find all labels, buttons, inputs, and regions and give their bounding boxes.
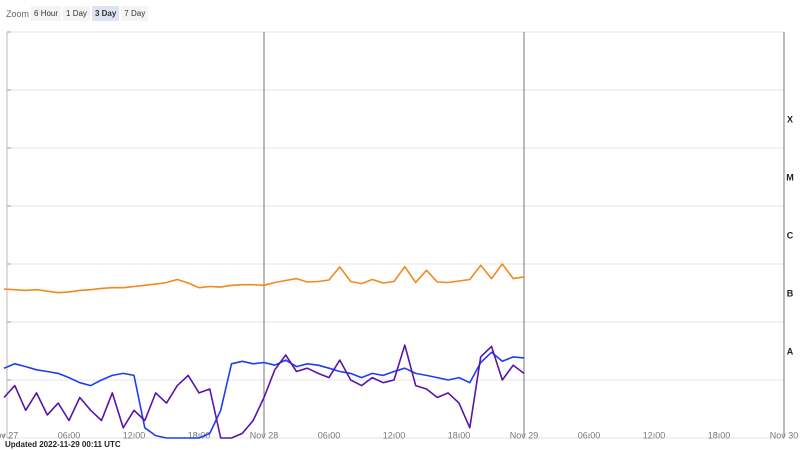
x-tick-label: 18:00 [448,430,471,440]
x-tick-label: 06:00 [58,430,81,440]
class-label: B [787,289,794,299]
x-tick-label: 12:00 [643,430,666,440]
zoom-bar: Zoom 6 Hour 1 Day 3 Day 7 Day [6,6,149,21]
class-label: A [787,347,794,357]
zoom-button[interactable]: 6 Hour [31,6,62,21]
series-line [3,351,525,439]
x-tick-label: 18:00 [708,430,731,440]
x-tick-label: 06:00 [578,430,601,440]
class-label: X [787,115,793,125]
x-tick-label: Nov 29 [510,430,539,440]
x-tick-label: Nov 28 [250,430,279,440]
zoom-button[interactable]: 3 Day [91,6,120,21]
x-tick-label: 06:00 [318,430,341,440]
x-tick-label: 12:00 [123,430,146,440]
series-line [3,263,525,294]
class-label: M [786,173,794,183]
zoom-button[interactable]: 1 Day [63,6,90,21]
x-tick-label: Nov 27 [0,430,18,440]
series-line [3,344,525,439]
class-label: C [787,231,794,241]
chart: Nov 27 06:00 12:00 18:00 Nov 28 06:00 12:00 18:… [0,31,799,440]
zoom-label: Zoom [6,8,30,19]
footer: Updated 2022-11-29 00:11 UTC [5,440,121,449]
zoom-button[interactable]: 7 Day [121,6,149,21]
x-tick-label: Nov 30 [770,430,799,440]
x-tick-label: 18:00 [188,430,211,440]
x-tick-label: 12:00 [383,430,406,440]
